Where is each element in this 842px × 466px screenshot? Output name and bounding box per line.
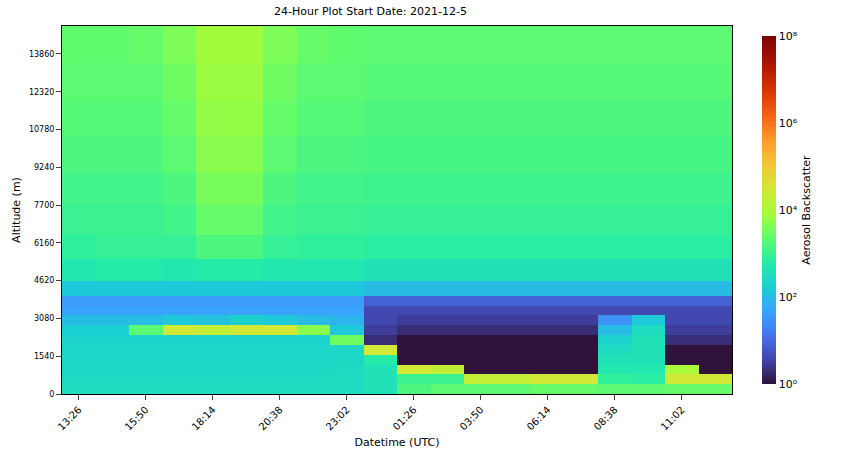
svg-text:20:38: 20:38 [257, 404, 285, 432]
svg-text:24-Hour Plot Start Date: 2021-: 24-Hour Plot Start Date: 2021-12-5 [274, 5, 467, 18]
svg-text:01:26: 01:26 [391, 404, 419, 432]
svg-text:10780: 10780 [29, 125, 54, 134]
svg-text:10⁶: 10⁶ [779, 117, 798, 130]
svg-text:Datetime (UTC): Datetime (UTC) [354, 436, 439, 449]
svg-text:Aerosol Backscatter: Aerosol Backscatter [800, 155, 813, 265]
svg-text:6160: 6160 [34, 239, 54, 248]
svg-text:10⁸: 10⁸ [779, 30, 798, 43]
svg-text:4620: 4620 [34, 276, 54, 285]
svg-text:03:50: 03:50 [458, 404, 486, 432]
svg-text:13:26: 13:26 [56, 404, 84, 432]
svg-text:13860: 13860 [29, 50, 54, 59]
svg-text:9240: 9240 [34, 163, 54, 172]
svg-text:10²: 10² [779, 291, 797, 304]
svg-text:3080: 3080 [34, 314, 54, 323]
svg-text:Altitude (m): Altitude (m) [10, 177, 23, 243]
svg-text:1540: 1540 [34, 352, 54, 361]
svg-text:10⁴: 10⁴ [779, 204, 798, 217]
svg-text:08:38: 08:38 [592, 404, 620, 432]
svg-text:11:02: 11:02 [659, 404, 687, 432]
svg-text:12320: 12320 [29, 88, 54, 97]
svg-text:06:14: 06:14 [525, 404, 553, 432]
svg-text:0: 0 [49, 390, 54, 399]
svg-text:18:14: 18:14 [190, 404, 218, 432]
svg-text:10⁰: 10⁰ [779, 378, 798, 391]
svg-text:7700: 7700 [34, 201, 54, 210]
svg-text:15:50: 15:50 [123, 404, 151, 432]
svg-text:23:02: 23:02 [324, 404, 352, 432]
